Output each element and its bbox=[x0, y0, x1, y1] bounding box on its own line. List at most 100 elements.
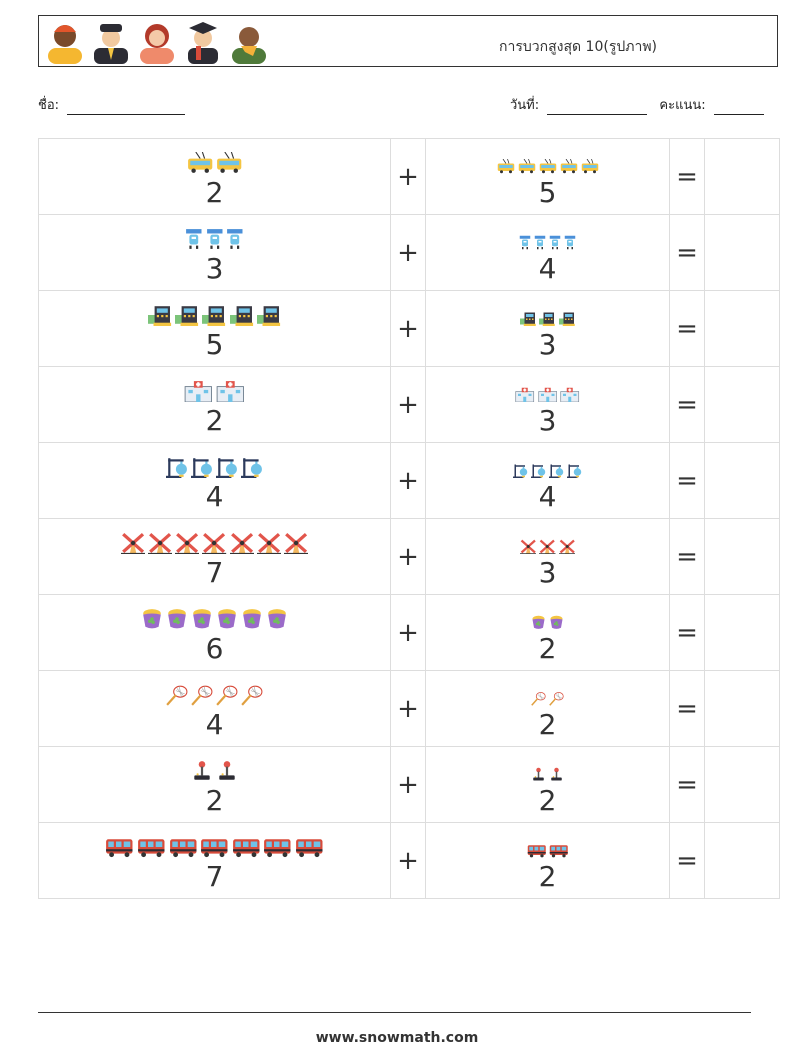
robot-icon bbox=[564, 235, 576, 254]
addend-b-icons bbox=[426, 836, 669, 862]
addend-a-cell: 7 bbox=[38, 822, 391, 899]
plus-sign: + bbox=[390, 746, 426, 823]
answer-box[interactable] bbox=[704, 138, 780, 215]
addend-a-icons bbox=[39, 532, 390, 558]
addend-b-icons bbox=[426, 152, 669, 178]
lab-flask-stand-icon bbox=[241, 456, 263, 482]
cash-register-icon bbox=[229, 304, 254, 330]
addend-a-cell: 4 bbox=[38, 670, 391, 747]
pot-of-gold-icon bbox=[141, 608, 163, 634]
pot-of-gold-icon bbox=[266, 608, 288, 634]
addend-a-number: 7 bbox=[205, 859, 224, 893]
robot-icon bbox=[549, 235, 561, 254]
lab-flask-stand-icon bbox=[513, 463, 528, 482]
pilot-icon bbox=[94, 24, 128, 64]
answer-box[interactable] bbox=[704, 214, 780, 291]
addend-a-icons bbox=[39, 456, 390, 482]
trolleybus-icon bbox=[497, 158, 515, 178]
windmill-icon bbox=[148, 532, 173, 558]
addend-b-icons bbox=[426, 760, 669, 786]
robot-icon bbox=[226, 228, 244, 254]
addend-b-cell: 3 bbox=[425, 366, 670, 443]
addend-b-number: 3 bbox=[538, 403, 557, 437]
addend-b-icons bbox=[426, 456, 669, 482]
addend-b-number: 5 bbox=[538, 175, 557, 209]
score-blank[interactable] bbox=[713, 101, 764, 115]
bus-icon bbox=[263, 836, 292, 862]
answer-box[interactable] bbox=[704, 366, 780, 443]
date-blank[interactable] bbox=[547, 101, 648, 115]
plus-sign: + bbox=[390, 214, 426, 291]
plus-sign: + bbox=[390, 594, 426, 671]
addend-b-icons bbox=[426, 608, 669, 634]
answer-box[interactable] bbox=[704, 822, 780, 899]
addend-a-icons bbox=[39, 304, 390, 330]
addend-a-icons bbox=[39, 760, 390, 786]
answer-box[interactable] bbox=[704, 290, 780, 367]
footer-divider bbox=[38, 1012, 751, 1013]
name-field[interactable]: ชื่อ: bbox=[38, 94, 186, 115]
graduate-icon bbox=[188, 22, 218, 64]
date-score-fields: วันที่: คะแนน: bbox=[510, 94, 764, 115]
pot-of-gold-icon bbox=[241, 608, 263, 634]
hospital-icon bbox=[216, 380, 245, 406]
problem-row: 7 + 3 = bbox=[38, 518, 780, 595]
hospital-icon bbox=[184, 380, 213, 406]
cash-register-icon bbox=[148, 304, 172, 330]
robot-icon bbox=[185, 228, 203, 254]
addend-b-cell: 2 bbox=[425, 594, 670, 671]
addend-a-number: 2 bbox=[205, 175, 224, 209]
answer-box[interactable] bbox=[704, 518, 780, 595]
addend-a-cell: 4 bbox=[38, 442, 391, 519]
cash-register-icon bbox=[558, 311, 576, 330]
addend-a-number: 2 bbox=[205, 783, 224, 817]
addend-b-cell: 2 bbox=[425, 746, 670, 823]
problem-table: 2 + 5 = 3 + 4 = 5 + 3 = bbox=[38, 138, 780, 899]
answer-box[interactable] bbox=[704, 442, 780, 519]
addend-b-number: 2 bbox=[538, 783, 557, 817]
addend-a-icons bbox=[39, 228, 390, 254]
windmill-icon bbox=[256, 532, 281, 558]
windmill-icon bbox=[283, 532, 309, 558]
trolleybus-icon bbox=[581, 158, 599, 178]
addend-b-number: 3 bbox=[538, 555, 557, 589]
answer-box[interactable] bbox=[704, 670, 780, 747]
addend-a-number: 6 bbox=[205, 631, 224, 665]
addend-b-number: 2 bbox=[538, 707, 557, 741]
trolleybus-icon bbox=[187, 151, 213, 178]
addend-a-cell: 5 bbox=[38, 290, 391, 367]
answer-box[interactable] bbox=[704, 746, 780, 823]
bus-icon bbox=[169, 836, 198, 862]
robot-icon bbox=[519, 235, 531, 254]
addend-b-icons bbox=[426, 304, 669, 330]
equals-sign: = bbox=[669, 214, 705, 291]
addend-a-cell: 2 bbox=[38, 746, 391, 823]
problem-row: 2 + 5 = bbox=[38, 138, 780, 215]
addend-b-cell: 4 bbox=[425, 442, 670, 519]
equals-sign: = bbox=[669, 366, 705, 443]
plus-sign: + bbox=[390, 366, 426, 443]
pot-of-gold-icon bbox=[549, 615, 564, 634]
cash-register-icon bbox=[256, 304, 281, 330]
name-label: ชื่อ: bbox=[38, 98, 60, 113]
bus-icon bbox=[527, 843, 547, 862]
score-label: คะแนน: bbox=[659, 98, 706, 113]
windmill-icon bbox=[519, 539, 537, 558]
problem-row: 4 + 2 = bbox=[38, 670, 780, 747]
name-blank[interactable] bbox=[67, 101, 186, 115]
windmill-icon bbox=[558, 539, 576, 558]
plus-sign: + bbox=[390, 518, 426, 595]
answer-box[interactable] bbox=[704, 594, 780, 671]
addend-a-number: 4 bbox=[205, 479, 224, 513]
addend-a-number: 4 bbox=[205, 707, 224, 741]
cash-register-icon bbox=[539, 311, 556, 330]
equals-sign: = bbox=[669, 670, 705, 747]
addend-b-number: 4 bbox=[538, 479, 557, 513]
addend-a-icons bbox=[39, 836, 390, 862]
windmill-icon bbox=[175, 532, 200, 558]
addend-a-number: 3 bbox=[205, 251, 224, 285]
bus-icon bbox=[137, 836, 166, 862]
problem-row: 5 + 3 = bbox=[38, 290, 780, 367]
robot-icon bbox=[206, 228, 224, 254]
equals-sign: = bbox=[669, 290, 705, 367]
